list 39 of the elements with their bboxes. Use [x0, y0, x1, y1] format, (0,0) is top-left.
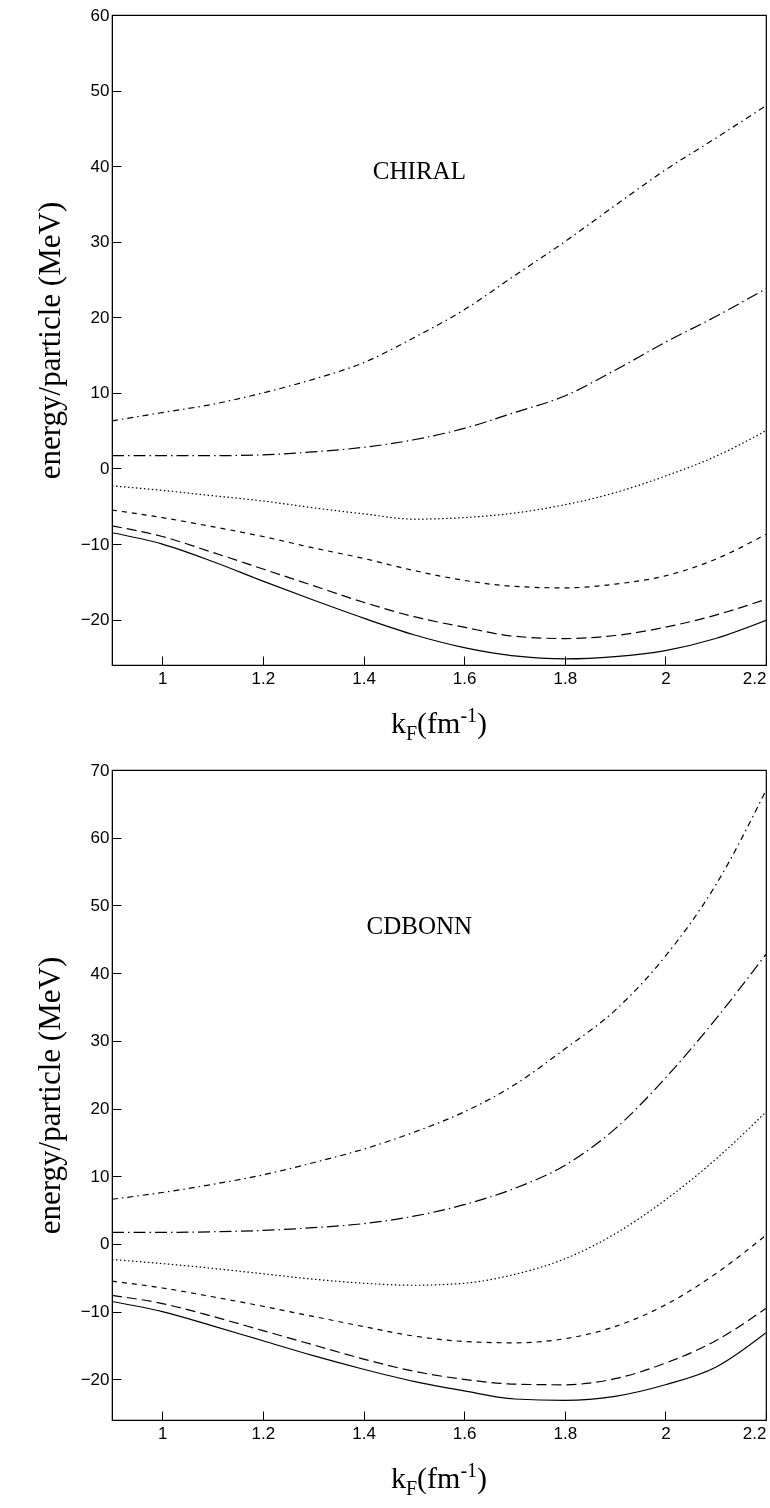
x-tick-label: 2 [661, 668, 671, 688]
y-tick-label: 60 [90, 828, 110, 848]
y-tick-label: 50 [90, 895, 110, 915]
x-tick-label: 1.6 [452, 1423, 477, 1443]
x-tick-label: 1.2 [251, 668, 276, 688]
y-tick-label: −20 [80, 1369, 110, 1389]
annotation: CHIRAL [372, 157, 466, 184]
y-tick-label: 40 [90, 156, 110, 176]
y-tick-label: 0 [100, 1234, 110, 1254]
x-tick-label: 1.4 [352, 1423, 376, 1443]
x-tick-label: 2 [661, 1423, 671, 1443]
y-tick-label: 70 [90, 760, 110, 780]
y-tick-label: 40 [90, 963, 110, 983]
y-axis-title: energy/particle (MeV) [31, 956, 67, 1235]
x-tick-label: 1.4 [352, 668, 376, 688]
y-tick-label: −20 [80, 610, 110, 630]
annotation: CDBONN [366, 912, 473, 939]
y-tick-label: 10 [90, 1166, 110, 1186]
y-tick-label: 30 [90, 232, 110, 252]
x-tick-label: 1 [158, 668, 168, 688]
x-tick-label: 1.8 [553, 1423, 578, 1443]
x-tick-label: 1 [158, 1423, 168, 1443]
y-tick-label: 60 [90, 5, 110, 25]
x-tick-label: 2.2 [742, 668, 767, 688]
y-tick-label: 0 [100, 458, 110, 478]
x-axis-title: k$_{F}$(fm$^{-1}$) [389, 1458, 489, 1500]
x-axis-title: k$_{F}$(fm$^{-1}$) [389, 703, 489, 745]
x-tick-label: 2.2 [742, 1423, 767, 1443]
y-tick-label: −10 [80, 1302, 110, 1322]
y-tick-label: 10 [90, 383, 110, 403]
y-axis-title: energy/particle (MeV) [31, 201, 67, 480]
x-tick-label: 1.8 [553, 668, 578, 688]
y-tick-label: −10 [80, 534, 110, 554]
y-tick-label: 20 [90, 307, 110, 327]
x-tick-label: 1.6 [452, 668, 477, 688]
y-tick-label: 20 [90, 1099, 110, 1119]
x-tick-label: 1.2 [251, 1423, 276, 1443]
y-tick-label: 50 [90, 81, 110, 101]
y-tick-label: 30 [90, 1031, 110, 1051]
